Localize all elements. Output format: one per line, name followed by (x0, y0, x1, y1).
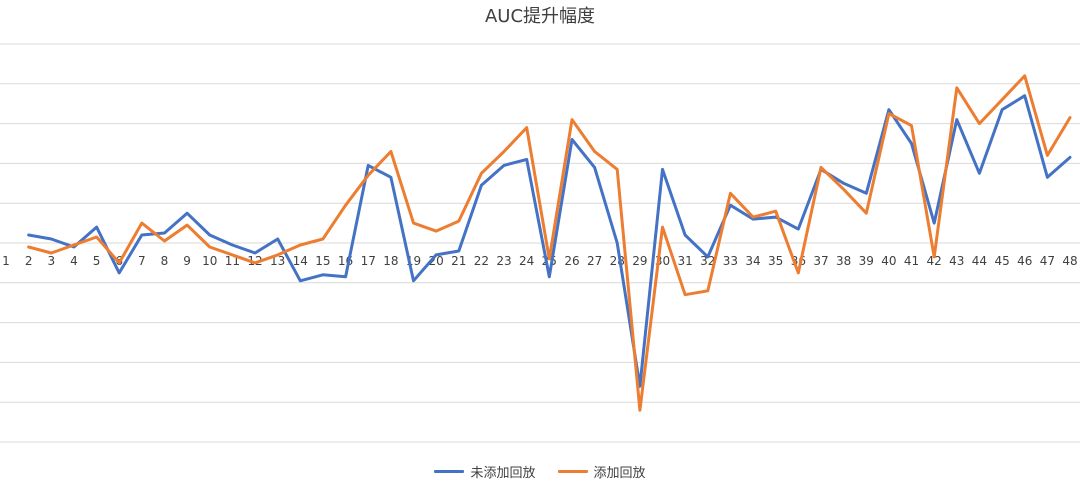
x-tick-labels: 1 2 3 4 5 6 7 8 9 10 11 12 13 14 15 16 17 18 19 20 21 22 23 24 2… (2, 254, 1077, 268)
x-tick-label: 29 (632, 254, 647, 268)
x-tick-label: 40 (881, 254, 896, 268)
x-tick-label: 47 (1040, 254, 1055, 268)
x-tick-label: 34 (745, 254, 760, 268)
legend-item-series-1: 未添加回放 (434, 462, 536, 481)
x-tick-label: 26 (564, 254, 579, 268)
x-tick-label: 14 (293, 254, 308, 268)
series-line-1 (27, 94, 1072, 388)
x-tick-label: 33 (723, 254, 738, 268)
x-tick-label: 32 (700, 254, 715, 268)
x-tick-label: 7 (138, 254, 146, 268)
x-tick-label: 21 (451, 254, 466, 268)
x-tick-label: 41 (904, 254, 919, 268)
legend-label-series-1: 未添加回放 (470, 466, 536, 481)
x-tick-label: 8 (161, 254, 169, 268)
x-tick-label: 1 (2, 254, 10, 268)
x-tick-label: 28 (610, 254, 625, 268)
x-tick-label: 9 (183, 254, 191, 268)
x-tick-label: 2 (25, 254, 33, 268)
legend-item-series-2: 添加回放 (557, 462, 646, 481)
x-tick-label: 12 (247, 254, 262, 268)
legend-swatch-series-1 (434, 470, 465, 473)
legend: 未添加回放 添加回放 (0, 462, 1080, 481)
x-tick-label: 23 (496, 254, 511, 268)
gridlines (0, 43, 1080, 443)
x-tick-label: 43 (949, 254, 964, 268)
legend-label-series-2: 添加回放 (593, 466, 646, 481)
series-lines (27, 74, 1072, 412)
x-tick-label: 17 (361, 254, 376, 268)
x-tick-label: 42 (927, 254, 942, 268)
x-tick-label: 31 (678, 254, 693, 268)
x-tick-label: 24 (519, 254, 534, 268)
x-tick-label: 38 (836, 254, 851, 268)
x-tick-label: 18 (383, 254, 398, 268)
x-tick-label: 22 (474, 254, 489, 268)
x-tick-label: 35 (768, 254, 783, 268)
x-tick-label: 5 (93, 254, 101, 268)
x-tick-label: 48 (1062, 254, 1077, 268)
series-line-2 (27, 74, 1072, 412)
x-tick-label: 15 (315, 254, 330, 268)
x-tick-label: 37 (813, 254, 828, 268)
x-tick-label: 10 (202, 254, 217, 268)
x-tick-label: 27 (587, 254, 602, 268)
x-tick-label: 3 (47, 254, 55, 268)
x-tick-label: 46 (1017, 254, 1032, 268)
chart-title: AUC提升幅度 (484, 6, 596, 27)
x-tick-label: 45 (994, 254, 1009, 268)
legend-swatch-series-2 (557, 470, 588, 473)
x-tick-label: 39 (859, 254, 874, 268)
x-tick-label: 4 (70, 254, 78, 268)
x-tick-label: 44 (972, 254, 987, 268)
